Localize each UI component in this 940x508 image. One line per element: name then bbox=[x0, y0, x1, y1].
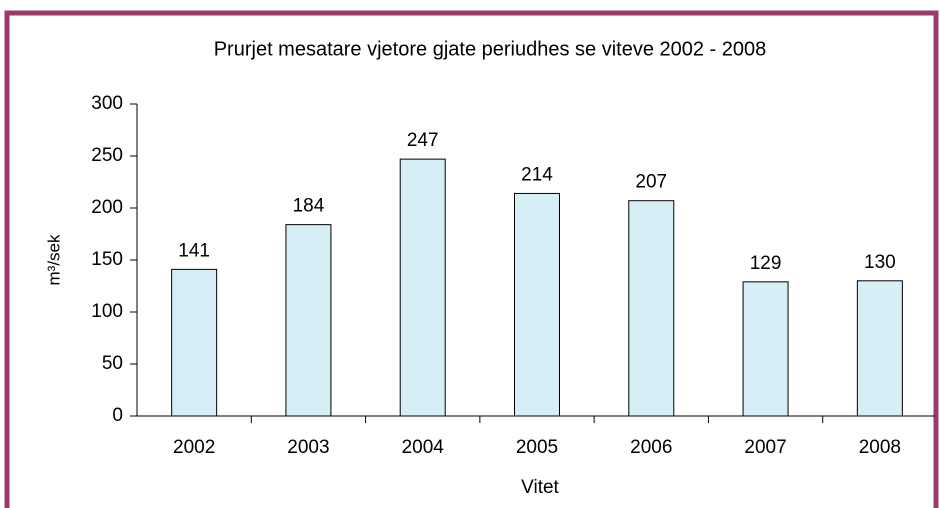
bar bbox=[171, 268, 218, 417]
x-axis-label: Vitet bbox=[521, 477, 559, 498]
x-tick-label: 2004 bbox=[402, 437, 445, 458]
bar bbox=[399, 158, 446, 417]
data-label: 247 bbox=[407, 130, 439, 151]
frame-border bbox=[4, 10, 939, 508]
y-tick-label: 100 bbox=[91, 301, 123, 322]
x-tick-label: 2002 bbox=[173, 437, 215, 458]
data-label: 207 bbox=[635, 172, 667, 193]
bar bbox=[856, 280, 903, 417]
bar bbox=[742, 281, 789, 417]
x-tick-label: 2005 bbox=[516, 437, 558, 458]
bar bbox=[628, 200, 675, 417]
y-tick-label: 150 bbox=[91, 249, 123, 270]
bar bbox=[285, 224, 332, 417]
y-tick-label: 0 bbox=[112, 405, 123, 426]
y-tick-label: 250 bbox=[91, 145, 123, 166]
y-axis-label: m³/sek bbox=[44, 234, 63, 286]
data-label: 141 bbox=[178, 240, 210, 261]
x-tick-label: 2003 bbox=[287, 437, 329, 458]
x-tick-label: 2008 bbox=[859, 437, 901, 458]
data-label: 184 bbox=[293, 196, 325, 217]
y-tick-label: 200 bbox=[91, 197, 123, 218]
data-label: 214 bbox=[521, 164, 553, 185]
data-label: 130 bbox=[864, 252, 896, 273]
x-tick-label: 2007 bbox=[744, 437, 786, 458]
data-label: 129 bbox=[750, 253, 782, 274]
y-tick-label: 300 bbox=[91, 93, 123, 114]
y-tick-label: 50 bbox=[102, 353, 123, 374]
x-tick-label: 2006 bbox=[630, 437, 672, 458]
bar bbox=[514, 192, 560, 417]
chart-title: Prurjet mesatare vjetore gjate periudhes… bbox=[214, 38, 767, 60]
